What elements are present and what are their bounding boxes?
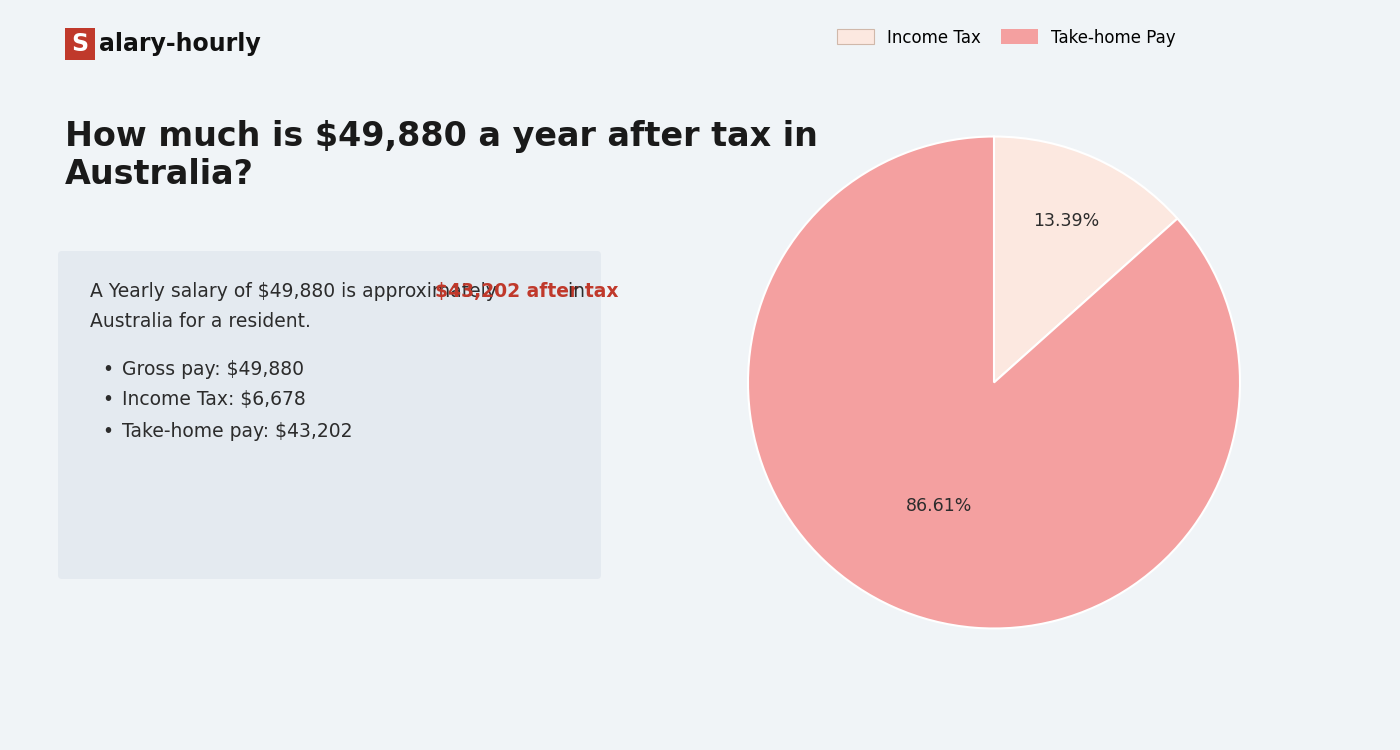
Text: Income Tax: $6,678: Income Tax: $6,678 — [122, 390, 305, 409]
Text: 13.39%: 13.39% — [1033, 211, 1099, 230]
Text: Australia?: Australia? — [64, 158, 253, 191]
Text: •: • — [102, 390, 113, 409]
Wedge shape — [748, 136, 1240, 628]
Wedge shape — [994, 136, 1177, 382]
Text: •: • — [102, 422, 113, 441]
Text: Take-home pay: $43,202: Take-home pay: $43,202 — [122, 422, 353, 441]
Text: How much is $49,880 a year after tax in: How much is $49,880 a year after tax in — [64, 120, 818, 153]
Text: 86.61%: 86.61% — [906, 497, 972, 515]
Bar — [64, 28, 95, 60]
Text: •: • — [102, 360, 113, 379]
Text: A Yearly salary of $49,880 is approximately: A Yearly salary of $49,880 is approximat… — [90, 282, 503, 301]
Text: in: in — [561, 282, 585, 301]
Text: alary-hourly: alary-hourly — [99, 32, 260, 56]
Text: S: S — [71, 32, 88, 56]
Text: Gross pay: $49,880: Gross pay: $49,880 — [122, 360, 304, 379]
Text: $43,202 after tax: $43,202 after tax — [435, 282, 619, 301]
FancyBboxPatch shape — [57, 251, 601, 579]
Text: Australia for a resident.: Australia for a resident. — [90, 312, 311, 331]
Legend: Income Tax, Take-home Pay: Income Tax, Take-home Pay — [830, 22, 1182, 53]
